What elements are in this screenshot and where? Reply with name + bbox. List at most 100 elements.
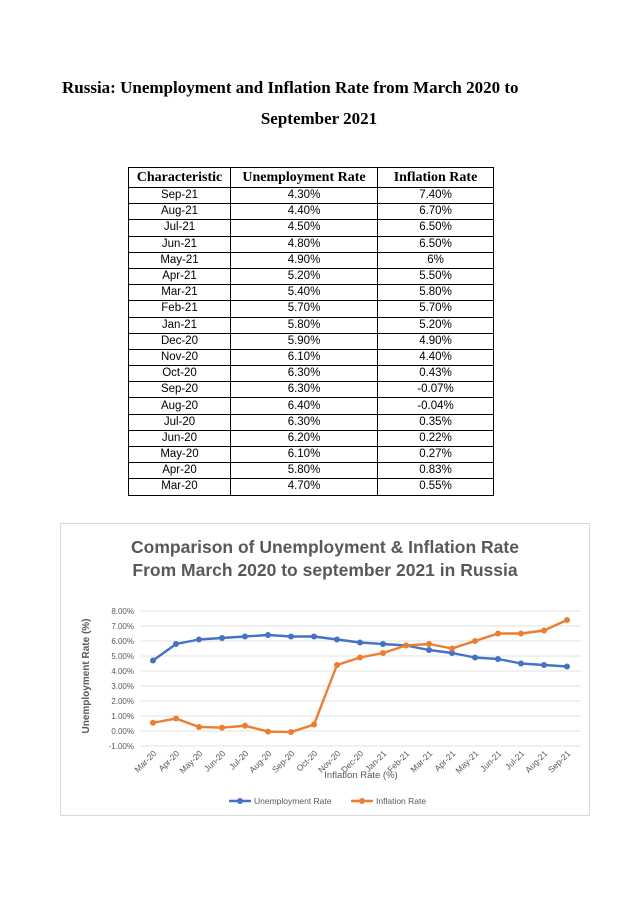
data-point	[449, 650, 455, 656]
cell-characteristic: Aug-21	[128, 203, 231, 221]
cell-unemployment-rate: 4.70%	[230, 478, 378, 496]
data-point	[495, 630, 501, 637]
table-row: Apr-20 5.80% 0.83%	[128, 462, 494, 480]
x-tick-label: May-21	[453, 748, 480, 775]
data-point	[472, 638, 478, 644]
data-point	[357, 639, 363, 646]
y-tick-label: -1.00%	[109, 742, 134, 751]
data-point	[541, 662, 547, 668]
data-point	[173, 715, 179, 722]
table-row: Apr-21 5.20% 5.50%	[128, 267, 494, 286]
chart-title-line1: Comparison of Unemployment & Inflation R…	[131, 537, 519, 557]
chart-legend: Unemployment Rate Inflation Rate	[229, 796, 426, 806]
cell-inflation-rate: 6.50%	[377, 235, 494, 253]
x-tick-label: Aug-21	[523, 748, 550, 775]
cell-characteristic: Jan-21	[128, 316, 231, 334]
table-row: Sep-21 4.30% 7.40%	[128, 186, 494, 205]
cell-unemployment-rate: 6.30%	[230, 365, 378, 383]
document-title-line1: Russia: Unemployment and Inflation Rate …	[62, 78, 519, 97]
cell-inflation-rate: 0.27%	[377, 445, 494, 464]
data-point	[219, 635, 225, 641]
cell-inflation-rate: 5.70%	[377, 300, 494, 318]
data-point	[242, 722, 248, 729]
cell-inflation-rate: 0.83%	[377, 462, 494, 480]
cell-characteristic: Jul-21	[128, 219, 231, 237]
table-row: Nov-20 6.10% 4.40%	[128, 348, 494, 367]
chart-title-line2: From March 2020 to september 2021 in Rus…	[132, 560, 517, 580]
cell-inflation-rate: 0.43%	[377, 365, 494, 383]
data-point	[380, 650, 386, 656]
cell-unemployment-rate: 4.80%	[230, 235, 378, 253]
cell-characteristic: Nov-20	[128, 348, 231, 367]
y-tick-label: 6.00%	[111, 637, 134, 646]
cell-unemployment-rate: 4.40%	[230, 203, 378, 221]
data-point	[242, 633, 248, 640]
data-point	[334, 636, 340, 643]
data-point	[219, 724, 225, 731]
cell-unemployment-rate: 4.30%	[230, 186, 378, 205]
cell-unemployment-rate: 5.80%	[230, 462, 378, 480]
table-row: May-20 6.10% 0.27%	[128, 445, 494, 464]
cell-inflation-rate: -0.07%	[377, 381, 494, 399]
y-tick-label: 3.00%	[111, 682, 134, 691]
cell-inflation-rate: 0.55%	[377, 478, 494, 496]
cell-unemployment-rate: 6.10%	[230, 348, 378, 367]
data-point	[564, 617, 570, 623]
data-point	[541, 627, 547, 634]
data-point	[472, 654, 478, 661]
table-row: Oct-20 6.30% 0.43%	[128, 365, 494, 383]
data-point	[334, 662, 340, 668]
table-row: Jul-20 6.30% 0.35%	[128, 413, 494, 431]
legend-label: Inflation Rate	[376, 796, 426, 806]
x-tick-label: Sep-21	[546, 748, 573, 775]
cell-characteristic: Sep-20	[128, 381, 231, 399]
cell-unemployment-rate: 5.20%	[230, 267, 378, 286]
cell-characteristic: Aug-20	[128, 397, 231, 415]
data-point	[288, 729, 294, 736]
data-point	[288, 633, 294, 640]
line-chart: Comparison of Unemployment & Inflation R…	[81, 537, 581, 806]
cell-characteristic: Dec-20	[128, 332, 231, 350]
data-point	[173, 641, 179, 647]
table-row: Feb-21 5.70% 5.70%	[128, 300, 494, 318]
data-table: Characteristic Unemployment Rate Inflati…	[128, 167, 494, 496]
cell-unemployment-rate: 5.90%	[230, 332, 378, 350]
table-row: Sep-20 6.30% -0.07%	[128, 381, 494, 399]
cell-unemployment-rate: 6.20%	[230, 429, 378, 448]
legend-marker	[359, 798, 365, 804]
header-characteristic: Characteristic	[128, 167, 231, 188]
data-point	[426, 647, 432, 653]
x-tick-label: Mar-21	[408, 748, 434, 774]
cell-unemployment-rate: 5.80%	[230, 316, 378, 334]
data-point	[403, 642, 409, 649]
y-tick-label: 0.00%	[111, 727, 134, 736]
header-unemployment-rate: Unemployment Rate	[230, 167, 378, 188]
cell-inflation-rate: 5.80%	[377, 284, 494, 302]
data-point	[150, 657, 156, 664]
data-point	[518, 630, 524, 637]
data-point	[265, 632, 271, 638]
data-point	[196, 723, 202, 730]
cell-unemployment-rate: 4.90%	[230, 251, 378, 269]
y-tick-label: 5.00%	[111, 652, 134, 661]
cell-inflation-rate: 0.35%	[377, 413, 494, 431]
table-row: May-21 4.90% 6%	[128, 251, 494, 269]
cell-inflation-rate: 6.50%	[377, 219, 494, 237]
data-point	[150, 719, 156, 726]
y-axis-label: Unemployment Rate (%)	[81, 618, 92, 733]
x-tick-label: Jun-21	[478, 748, 504, 774]
table-header-row: Characteristic Unemployment Rate Inflati…	[128, 167, 494, 188]
x-tick-label: Mar-20	[132, 748, 158, 774]
chart-container: Comparison of Unemployment & Inflation R…	[60, 523, 590, 816]
x-axis-label: Inflation Rate (%)	[324, 770, 397, 781]
table-row: Dec-20 5.90% 4.90%	[128, 332, 494, 350]
table-row: Aug-21 4.40% 6.70%	[128, 203, 494, 221]
cell-inflation-rate: 4.40%	[377, 348, 494, 367]
cell-inflation-rate: 7.40%	[377, 186, 494, 205]
y-tick-label: 4.00%	[111, 667, 134, 676]
table-row: Jul-21 4.50% 6.50%	[128, 219, 494, 237]
cell-characteristic: Jun-21	[128, 235, 231, 253]
data-point	[518, 660, 524, 667]
cell-unemployment-rate: 5.40%	[230, 284, 378, 302]
cell-characteristic: May-21	[128, 251, 231, 269]
